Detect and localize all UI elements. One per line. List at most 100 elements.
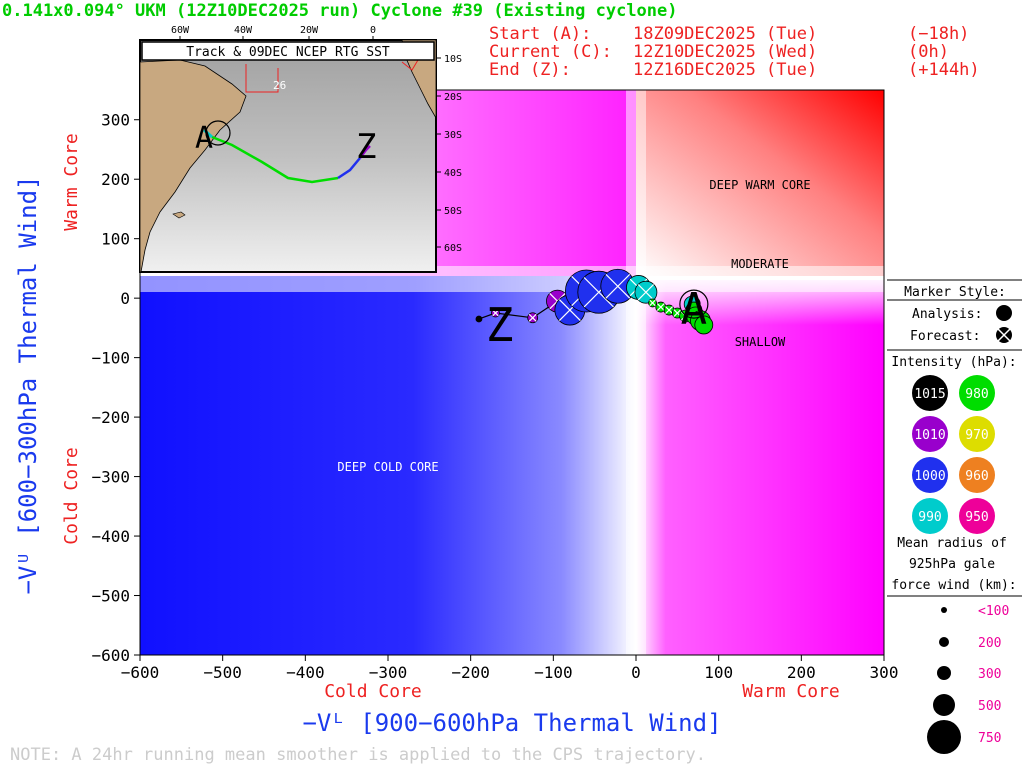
inset-lat-40s: 40S	[444, 168, 462, 179]
inset-lat-10s: 10S	[444, 54, 462, 65]
south-america-land	[139, 59, 247, 273]
sst-label: 26	[273, 79, 286, 92]
y-tick-label: 100	[101, 230, 130, 249]
x-axis-warm-core: Warm Core	[742, 681, 840, 702]
intensity-swatch-label: 970	[965, 428, 988, 443]
inset-lon-20w: 20W	[300, 25, 319, 36]
legend-radius-swatches: <100 200 300 500 750	[927, 604, 1009, 754]
y-axis-warm-core: Warm Core	[61, 133, 82, 231]
radius-swatch-label: <100	[978, 604, 1009, 619]
x-axis-cold-core: Cold Core	[324, 681, 422, 702]
intensity-swatch: 980	[959, 375, 995, 411]
region-deep-cold: DEEP COLD CORE	[337, 460, 438, 474]
radius-swatch-label: 300	[978, 667, 1001, 682]
forecast-point	[648, 298, 657, 308]
x-tick-label: −600	[121, 663, 160, 682]
inset-lon-0: 0	[370, 25, 376, 36]
y-tick-label: −100	[91, 349, 130, 368]
start-label: Start (A):	[489, 24, 591, 44]
x-tick-label: −500	[203, 663, 242, 682]
y-axis-cold-core: Cold Core	[61, 447, 82, 545]
radius-swatch-label: 750	[978, 731, 1001, 746]
end-time: 12Z16DEC2025 (Tue)	[633, 60, 817, 80]
footnote: NOTE: A 24hr running mean smoother is ap…	[10, 745, 706, 765]
inset-map: 26 A Z Track & 09DEC NCEP RTG SST 60W 40…	[139, 25, 462, 273]
end-offset: (+144h)	[908, 60, 980, 80]
x-tick-label: 200	[787, 663, 816, 682]
current-marker-c	[679, 289, 709, 319]
inset-title: Track & 09DEC NCEP RTG SST	[186, 45, 390, 60]
y-axis-title: −Vᵁ [600−300hPa Thermal Wind]	[14, 175, 42, 594]
intensity-swatch-label: 1010	[914, 428, 945, 443]
legend-analysis-label: Analysis:	[912, 307, 982, 322]
start-offset: (−18h)	[908, 24, 969, 44]
track-markers: AZ	[486, 284, 709, 352]
falkland-islands	[172, 211, 186, 219]
legend-radius-title-3: force wind (km):	[891, 578, 1016, 593]
y-axis-ticks: 300 200 100 0 −100 −200 −300 −400 −500 −600	[91, 111, 140, 665]
x-tick-label: −200	[451, 663, 490, 682]
y-tick-label: 0	[120, 289, 130, 308]
intensity-swatch: 990	[912, 498, 948, 534]
inset-track-cyan	[203, 128, 213, 139]
inset-track-purple	[359, 145, 371, 159]
start-marker-a: A	[681, 284, 708, 335]
intensity-swatch: 1010	[912, 416, 948, 452]
region-shallow: SHALLOW	[735, 335, 786, 349]
intensity-swatch-label: 960	[965, 469, 988, 484]
forecast-point	[655, 301, 667, 313]
current-offset: (0h)	[908, 42, 949, 62]
legend-marker-style-title: Marker Style:	[904, 285, 1006, 300]
intensity-swatch-label: 980	[965, 387, 988, 402]
x-tick-label: 0	[631, 663, 641, 682]
x-tick-label: −300	[369, 663, 408, 682]
cps-trajectory	[475, 268, 714, 335]
plot-frame	[139, 89, 885, 656]
inset-lon-60w: 60W	[171, 25, 190, 36]
region-moderate: MODERATE	[731, 257, 789, 271]
legend-intensity-swatches: 1015 980 1010 970 1000 960 990 950	[912, 375, 995, 534]
radius-swatch-label: 200	[978, 636, 1001, 651]
forecast-point	[475, 315, 483, 323]
y-tick-label: −300	[91, 468, 130, 487]
x-axis-title: −Vᴸ [900−600hPa Thermal Wind]	[302, 709, 721, 737]
inset-track-green	[211, 135, 339, 184]
inset-track-blue	[337, 157, 361, 180]
legend-forecast-marker	[996, 327, 1012, 343]
intensity-swatch-label: 990	[918, 510, 941, 525]
inset-marker-start: A	[195, 121, 213, 156]
radius-swatch: <100	[941, 604, 1009, 619]
end-label: End (Z):	[489, 60, 571, 80]
x-tick-label: −400	[286, 663, 325, 682]
x-tick-label: −100	[534, 663, 573, 682]
radius-swatch: 500	[933, 694, 1001, 716]
legend-radius-title-2: 925hPa gale	[909, 557, 995, 572]
legend-intensity-title: Intensity (hPa):	[891, 355, 1016, 370]
forecast-point	[663, 304, 675, 316]
legend-forecast-label: Forecast:	[910, 329, 980, 344]
intensity-swatch: 950	[959, 498, 995, 534]
inset-lat-60s: 60S	[444, 243, 462, 254]
intensity-swatch: 1000	[912, 457, 948, 493]
inset-marker-current	[205, 120, 231, 146]
legend-radius-title-1: Mean radius of	[897, 536, 1007, 551]
forecast-point	[491, 308, 500, 318]
y-tick-label: −500	[91, 587, 130, 606]
intensity-swatch: 970	[959, 416, 995, 452]
legend: Marker Style: Analysis: Forecast: Intens…	[887, 279, 1022, 754]
inset-lon-40w: 40W	[234, 25, 253, 36]
intensity-swatch-label: 950	[965, 510, 988, 525]
legend-analysis-marker	[996, 305, 1012, 321]
analysis-point	[694, 315, 714, 335]
y-tick-label: 300	[101, 111, 130, 130]
radius-swatch-label: 500	[978, 699, 1001, 714]
current-time: 12Z10DEC2025 (Wed)	[633, 42, 817, 62]
x-axis-ticks: −600 −500 −400 −300 −200 −100 0 100 200 300	[121, 655, 899, 682]
y-tick-label: 200	[101, 170, 130, 189]
forecast-point	[527, 312, 539, 324]
intensity-swatch: 960	[959, 457, 995, 493]
inset-lat-30s: 30S	[444, 130, 462, 141]
x-tick-label: 300	[870, 663, 899, 682]
inset-lat-20s: 20S	[444, 92, 462, 103]
